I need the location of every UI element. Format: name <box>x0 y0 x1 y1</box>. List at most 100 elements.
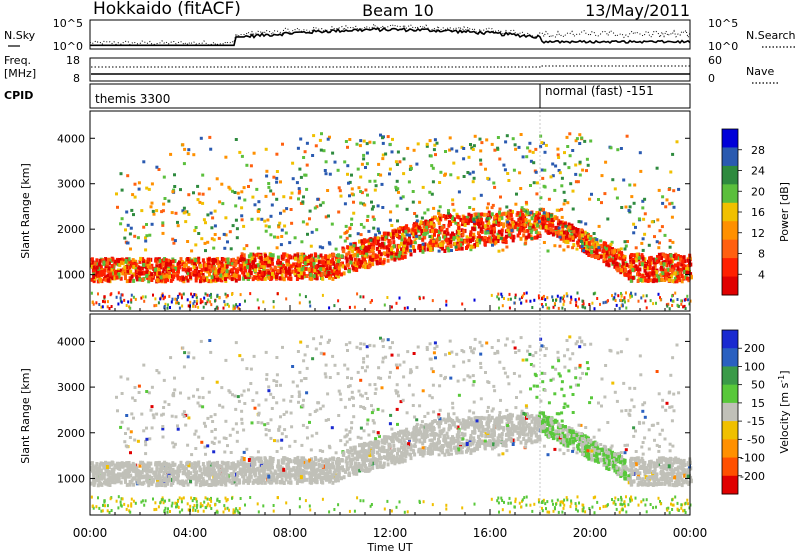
echo-cell <box>686 258 690 263</box>
echo-cell <box>357 248 361 253</box>
echo-cell <box>533 298 536 302</box>
echo-cell <box>490 206 494 210</box>
echo-cell <box>95 301 98 305</box>
echo-cell <box>200 276 203 281</box>
echo-cell <box>626 240 629 243</box>
echo-cell <box>663 254 667 259</box>
echo-cell <box>459 243 463 248</box>
echo-cell <box>534 230 538 234</box>
echo-cell <box>213 224 217 228</box>
echo-cell <box>670 215 674 219</box>
echo-cell <box>632 222 636 226</box>
echo-cell <box>556 294 559 298</box>
echo-cell <box>525 299 528 303</box>
echo-cell <box>521 218 525 222</box>
echo-cell <box>395 233 399 238</box>
echo-cell <box>240 214 244 218</box>
echo-cell <box>362 157 366 161</box>
echo-cell <box>420 216 424 220</box>
echo-cell <box>449 234 453 239</box>
echo-cell <box>155 209 159 213</box>
echo-cell <box>287 480 291 485</box>
echo-cell <box>597 246 601 250</box>
echo-cell <box>363 251 367 256</box>
echo-cell <box>680 279 684 284</box>
echo-cell <box>466 171 470 174</box>
echo-cell <box>593 237 597 241</box>
echo-cell <box>583 139 587 143</box>
echo-cell <box>684 307 687 310</box>
echo-cell <box>348 180 352 184</box>
echo-cell <box>663 259 667 264</box>
echo-cell <box>319 148 323 152</box>
colorbar-swatch <box>722 184 738 204</box>
echo-cell <box>485 218 489 223</box>
echo-cell <box>388 218 392 222</box>
echo-cell <box>362 238 366 243</box>
echo-cell <box>430 192 434 196</box>
echo-cell <box>353 257 357 262</box>
echo-cell <box>505 134 509 138</box>
noise-search-label: N.Search <box>746 29 796 42</box>
echo-cell <box>655 240 659 244</box>
echo-cell <box>504 240 508 245</box>
echo-cell <box>687 298 689 302</box>
echo-cell <box>199 301 202 305</box>
echo-cell <box>256 246 260 250</box>
echo-cell <box>446 417 450 422</box>
echo-cell <box>284 231 288 235</box>
echo-cell <box>634 258 638 263</box>
echo-cell <box>543 168 547 172</box>
echo-cell <box>537 294 540 298</box>
echo-cell <box>169 261 173 266</box>
echo-cell <box>629 265 633 269</box>
echo-cell <box>371 205 375 209</box>
echo-cell <box>229 247 233 251</box>
echo-cell <box>110 305 113 308</box>
echo-cell <box>400 226 404 231</box>
echo-cell <box>110 471 114 476</box>
echo-cell <box>594 254 598 259</box>
echo-cell <box>364 466 368 471</box>
echo-cell <box>273 266 277 271</box>
echo-cell <box>580 228 584 232</box>
echo-cell <box>629 255 632 260</box>
echo-cell <box>669 170 673 174</box>
echo-cell <box>649 278 653 283</box>
echo-cell <box>313 268 317 273</box>
echo-cell <box>433 228 437 233</box>
echo-cell <box>392 244 396 249</box>
echo-cell <box>105 261 109 266</box>
echo-cell <box>201 201 205 205</box>
echo-cell <box>117 291 120 295</box>
echo-cell <box>144 248 148 252</box>
echo-cell <box>609 146 613 150</box>
echo-cell <box>295 466 299 471</box>
echo-cell <box>530 237 534 240</box>
echo-cell <box>305 163 309 167</box>
echo-cell <box>570 231 574 236</box>
colorbar-tick-label: 20 <box>751 185 765 198</box>
echo-cell <box>310 230 314 234</box>
echo-cell <box>219 273 223 278</box>
echo-cell <box>531 306 534 309</box>
echo-cell <box>162 202 166 206</box>
echo-cell <box>155 278 159 283</box>
echo-cell <box>350 244 354 249</box>
echo-cell <box>155 467 159 472</box>
echo-cell <box>414 429 418 434</box>
echo-cell <box>572 446 576 451</box>
echo-cell <box>585 169 588 173</box>
echo-cell <box>128 278 132 283</box>
echo-cell <box>687 266 691 271</box>
echo-cell <box>111 257 115 262</box>
echo-cell <box>358 239 361 244</box>
echo-cell <box>688 302 691 306</box>
echo-cell <box>487 210 491 215</box>
echo-cell <box>413 241 417 245</box>
echo-cell <box>343 202 347 206</box>
echo-cell <box>217 236 221 240</box>
echo-cell <box>336 274 340 279</box>
echo-cell <box>412 223 416 228</box>
echo-cell <box>584 222 588 226</box>
